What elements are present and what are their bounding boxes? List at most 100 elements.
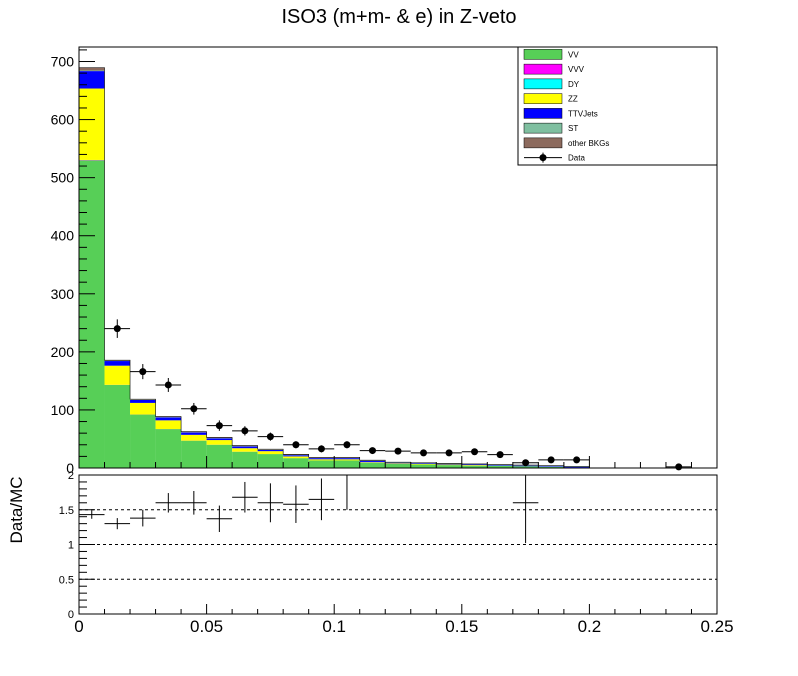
- legend-label: ST: [568, 124, 578, 133]
- bar-ttvjets-bin-8: [283, 455, 309, 457]
- legend-entry-data: Data: [524, 152, 585, 163]
- bar-ttvjets-bin-18: [538, 466, 564, 467]
- ratio-point: [206, 505, 233, 532]
- data-point: [130, 364, 156, 380]
- legend-swatch: [523, 49, 563, 60]
- bar-ttvjets-bin-11: [359, 461, 386, 463]
- y-tick-label: 100: [51, 402, 75, 418]
- bar-zz-bin-4: [181, 434, 207, 441]
- y-tick-label: 500: [51, 170, 75, 186]
- legend-entry-vv: VV: [523, 49, 579, 60]
- data-point: [257, 432, 284, 441]
- bar-st-bin-0: [79, 70, 105, 72]
- data-point: [461, 448, 488, 456]
- bar-zz-bin-1: [104, 365, 131, 385]
- bar-vv-bin-5: [206, 444, 233, 468]
- bar-vv-bin-1: [104, 384, 131, 468]
- bar-ttvjets-bin-0: [79, 71, 105, 89]
- bar-ttvjets-bin-10: [334, 458, 360, 460]
- bar-ttvjets-bin-3: [155, 417, 182, 421]
- bar-zz-bin-6: [232, 448, 258, 452]
- bar-zz-bin-15: [461, 465, 488, 466]
- ratio-y-axis-label: Data/MC: [7, 476, 26, 543]
- data-point: [665, 463, 692, 471]
- x-axis: 0 0.05 0.1 0.15 0.2 0.25: [74, 604, 734, 636]
- data-point: [104, 319, 131, 338]
- x-tick-label: 0.05: [190, 617, 223, 636]
- data-point: [232, 426, 258, 436]
- bar-ttvjets-bin-9: [308, 458, 335, 460]
- chart-title: ISO3 (m+m- & e) in Z-veto: [281, 6, 516, 28]
- legend-swatch: [523, 108, 563, 119]
- y-tick-label: 300: [51, 286, 75, 302]
- bar-vv-bin-13: [410, 464, 437, 468]
- y-tick-label: 200: [51, 344, 75, 360]
- legend-label: Data: [568, 154, 585, 163]
- bar-ttvjets-bin-14: [436, 463, 462, 465]
- legend-entry-dy: DY: [523, 78, 580, 90]
- data-point: [359, 447, 386, 455]
- main-y-axis: 0 100 200 300 400 500 600 700: [51, 49, 95, 476]
- bar-vv-bin-15: [461, 465, 488, 468]
- bar-zz-bin-8: [283, 456, 309, 459]
- legend-label: TTVJets: [568, 109, 598, 118]
- x-tick-label: 0.2: [578, 617, 602, 636]
- bar-ttvjets-bin-13: [410, 463, 437, 464]
- legend-swatch: [523, 93, 563, 104]
- ratio-point: [346, 475, 348, 510]
- legend-entry-ttvjets: TTVJets: [523, 108, 598, 119]
- ratio-y-tick-label: 1.5: [59, 505, 74, 517]
- legend-swatch: [523, 78, 563, 90]
- bar-other-bkgs-bin-0: [79, 67, 105, 71]
- bar-zz-bin-12: [385, 463, 411, 464]
- data-point: [487, 451, 513, 459]
- bar-vv-bin-3: [155, 429, 182, 468]
- legend-swatch: [523, 137, 563, 149]
- bar-zz-bin-11: [359, 462, 386, 463]
- x-tick-label: 0: [74, 617, 83, 636]
- bar-ttvjets-bin-15: [461, 464, 488, 466]
- bar-zz-bin-3: [155, 420, 182, 430]
- x-tick-label: 0.25: [700, 617, 733, 636]
- ratio-point: [257, 483, 284, 523]
- legend-label: ZZ: [568, 95, 578, 104]
- bar-vv-bin-9: [308, 460, 335, 468]
- legend-entry-zz: ZZ: [523, 93, 578, 104]
- bar-vv-bin-11: [359, 462, 386, 468]
- data-point: [410, 449, 437, 457]
- bar-vv-bin-8: [283, 458, 309, 468]
- data-point: [283, 441, 309, 449]
- ratio-y-tick-label: 1: [68, 540, 74, 552]
- bar-zz-bin-14: [436, 464, 462, 466]
- bar-ttvjets-bin-2: [130, 400, 156, 403]
- ratio-point: [181, 490, 207, 515]
- x-tick-label: 0.15: [445, 617, 478, 636]
- data-point: [181, 402, 207, 415]
- stacked-bars: [78, 67, 717, 469]
- bar-zz-bin-0: [79, 88, 105, 160]
- bar-ttvjets-bin-1: [104, 361, 131, 366]
- ratio-point: [512, 475, 539, 544]
- legend-marker: [539, 154, 547, 162]
- main-frame: [78, 46, 718, 469]
- data-point: [512, 459, 539, 467]
- legend-entry-st: ST: [523, 122, 578, 134]
- ratio-point: [155, 493, 182, 513]
- ratio-plot: 0 0.5 1 1.5 2 0 0.05 0.1 0.15 0.2 0.25: [59, 470, 734, 636]
- bar-vv-bin-14: [436, 465, 462, 468]
- legend-swatch: [523, 122, 563, 134]
- bar-vv-bin-17: [512, 466, 539, 468]
- data-point: [385, 447, 411, 455]
- x-tick-label: 0.1: [322, 617, 346, 636]
- data-point: [308, 445, 335, 453]
- bar-vv-bin-2: [130, 414, 156, 468]
- y-tick-label: 700: [51, 54, 75, 70]
- data-point: [563, 456, 590, 464]
- bar-zz-bin-9: [308, 459, 335, 461]
- data-points: [104, 319, 692, 471]
- legend-entry-vvv: VVV: [523, 63, 585, 75]
- legend-swatch: [523, 63, 563, 75]
- bar-vv-bin-12: [385, 463, 411, 468]
